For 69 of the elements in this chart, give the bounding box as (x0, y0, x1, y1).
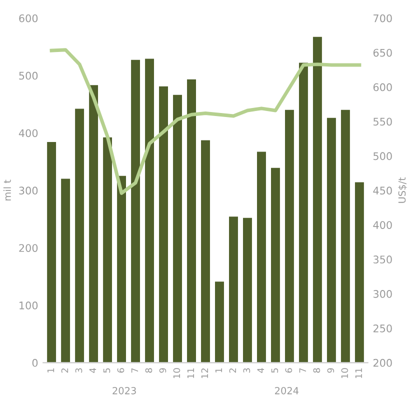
x-tick-label: 8 (313, 368, 320, 373)
x-tick-label: 1 (47, 368, 54, 372)
x-tick-label: 2 (229, 368, 236, 373)
y-tick-label: 600 (19, 14, 38, 22)
bar (284, 109, 295, 363)
x-tick-label: 11 (187, 368, 194, 378)
y-tick-label: 300 (19, 186, 38, 195)
bar (340, 109, 351, 363)
y2-axis-title: US$/t (398, 177, 407, 203)
bar (116, 175, 127, 363)
y2-tick-label: 650 (373, 48, 392, 57)
x-tick-label: 10 (341, 368, 348, 378)
x-tick-label: 11 (355, 368, 362, 378)
x-tick-label: 8 (145, 368, 152, 373)
line-series (50, 48, 362, 195)
y2-tick-label: 250 (373, 324, 392, 332)
bar (172, 94, 183, 363)
bar (102, 136, 113, 363)
y-tick-label: 500 (19, 72, 38, 80)
bar (60, 178, 71, 363)
x-tick-label: 2 (61, 368, 68, 373)
x-tick-label: 9 (159, 368, 166, 373)
bar (88, 84, 99, 363)
bar (228, 216, 239, 363)
x-tick-label: 6 (117, 368, 124, 373)
x-tick-label: 12 (201, 368, 208, 378)
text: 2023 (112, 386, 136, 394)
y-tick-label: 400 (18, 129, 38, 138)
y2-tick-label: 450 (373, 186, 392, 195)
bar (270, 167, 281, 363)
x-tick-label: 7 (299, 368, 306, 373)
text: 2024 (275, 386, 298, 394)
bar (158, 85, 169, 363)
bar (46, 141, 57, 363)
y2-tick-label: 300 (374, 290, 392, 298)
x-tick-label: 10 (173, 368, 180, 378)
x-tick-label: 1 (215, 368, 222, 372)
y2-tick-label: 400 (373, 221, 392, 229)
x-tick-label: 3 (243, 368, 250, 373)
y-tick-label: 200 (19, 244, 38, 252)
y-axis-title: mil t (3, 180, 11, 200)
bar (298, 62, 309, 363)
x-tick-label: 4 (89, 368, 96, 373)
bar (144, 58, 155, 363)
y2-tick-label: 500 (374, 152, 392, 160)
y2-tick-label: 350 (374, 256, 392, 264)
x-tick-label: 7 (131, 368, 138, 373)
bar (130, 59, 141, 363)
bar (186, 78, 197, 363)
y2-tick-label: 600 (373, 83, 392, 92)
bar (214, 280, 225, 363)
y-tick-label: 0 (32, 358, 38, 367)
x-tick-label: 9 (327, 368, 334, 373)
x-tick-label: 5 (103, 368, 110, 373)
y2-tick-label: 200 (373, 358, 392, 367)
x-tick-label: 5 (271, 368, 278, 373)
bar (256, 150, 267, 363)
bar (74, 108, 85, 363)
y-tick-label: 100 (20, 302, 38, 310)
x-tick-label: 3 (75, 368, 82, 373)
y2-tick-label: 700 (374, 14, 392, 22)
bar (354, 181, 365, 363)
y2-tick-label: 550 (374, 118, 392, 126)
x-tick-label: 4 (257, 368, 264, 373)
bar (312, 36, 323, 363)
bar (242, 216, 253, 363)
bar (200, 139, 211, 363)
bar (326, 117, 337, 363)
x-tick-label: 6 (285, 368, 292, 373)
